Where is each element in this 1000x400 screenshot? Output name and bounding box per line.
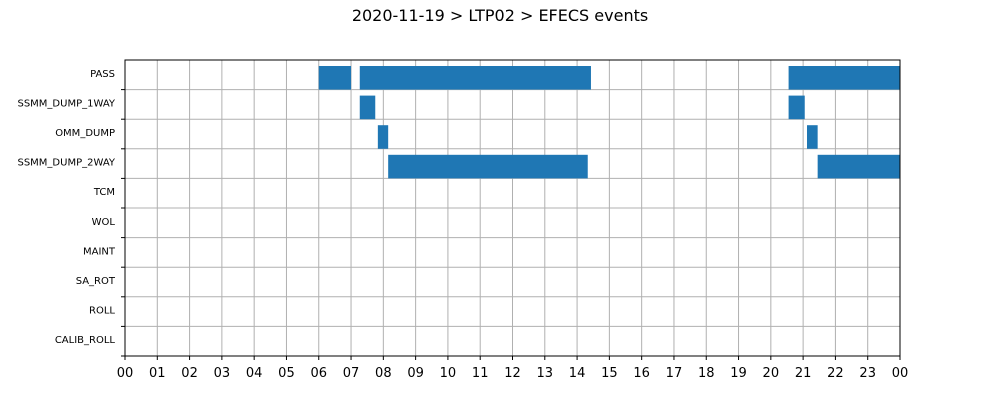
x-tick-label: 18 [698, 366, 715, 381]
y-tick-label: SA_ROT [76, 276, 116, 287]
x-tick-label: 21 [795, 366, 812, 381]
x-tick-label: 17 [666, 366, 683, 381]
event-bar [807, 125, 818, 149]
y-tick-label: SSMM_DUMP_1WAY [17, 98, 115, 109]
y-tick-label: PASS [90, 69, 115, 80]
grid-lines [124, 60, 901, 356]
x-tick-label: 12 [504, 366, 521, 381]
y-tick-label: MAINT [83, 246, 116, 257]
x-tick-label: 07 [343, 366, 360, 381]
event-bar [788, 66, 900, 90]
x-tick-label: 08 [375, 366, 392, 381]
x-tick-label: 16 [633, 366, 650, 381]
x-axis: 00 01 02 03 04 05 06 07 08 09 10 11 12 13 14 15 16 17 18 19… [117, 356, 909, 381]
y-tick-label: CALIB_ROLL [55, 335, 116, 346]
y-tick-label: ROLL [89, 306, 115, 317]
x-tick-label: 00 [117, 366, 134, 381]
event-bar [388, 154, 588, 179]
event-bar [359, 95, 376, 120]
x-tick-label: 23 [859, 366, 876, 381]
x-tick-label: 13 [537, 366, 554, 381]
x-tick-label: 03 [214, 366, 231, 381]
x-tick-label: 01 [149, 366, 166, 381]
event-bar [377, 125, 389, 149]
event-bar [359, 66, 591, 90]
x-tick-label: 14 [569, 366, 586, 381]
x-tick-label: 22 [827, 366, 844, 381]
y-tick-label: OMM_DUMP [55, 128, 115, 139]
x-tick-label: 20 [763, 366, 780, 381]
chart-title: 2020-11-19 > LTP02 > EFECS events [351, 6, 649, 25]
x-tick-label: 06 [310, 366, 327, 381]
y-tick-label: WOL [92, 217, 116, 228]
x-tick-label: 02 [181, 366, 198, 381]
x-tick-label: 15 [601, 366, 618, 381]
x-tick-label: 19 [730, 366, 747, 381]
x-tick-label: 09 [407, 366, 424, 381]
x-tick-label: 11 [472, 366, 489, 381]
x-tick-label: 10 [440, 366, 457, 381]
event-bar [788, 95, 805, 120]
event-bar [817, 154, 900, 179]
x-tick-label: 00 [892, 366, 909, 381]
y-tick-label: SSMM_DUMP_2WAY [17, 158, 115, 169]
y-axis: PASS SSMM_DUMP_1WAY OMM_DUMP SSMM_DUMP_2WAY… [17, 69, 125, 357]
event-bar [318, 66, 352, 90]
x-tick-label: 05 [278, 366, 295, 381]
y-tick-label: TCM [93, 187, 115, 198]
x-tick-label: 04 [246, 366, 263, 381]
event-bars [318, 66, 900, 179]
